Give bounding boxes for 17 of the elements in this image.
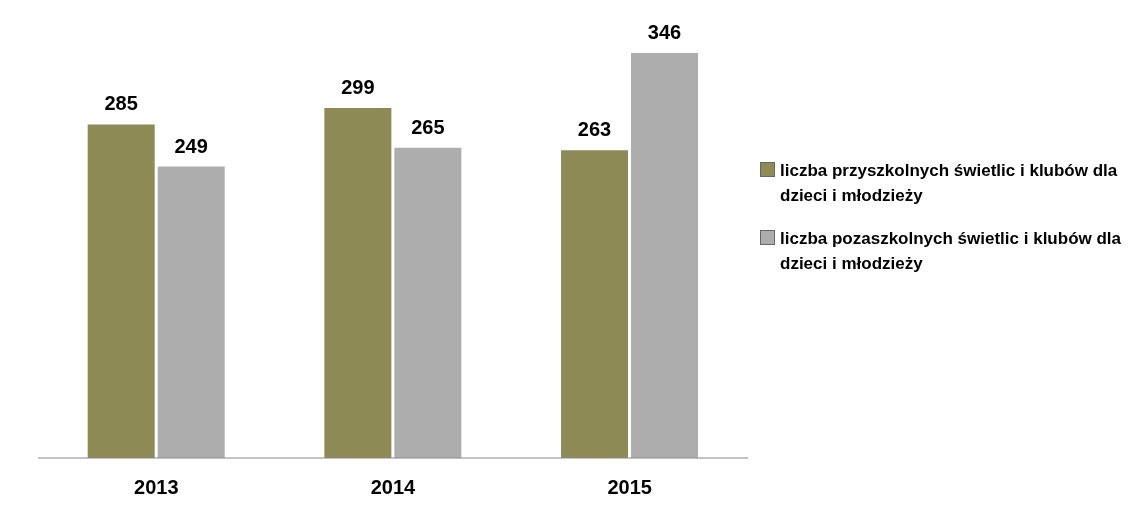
- bar: [324, 108, 392, 458]
- legend-label: liczba przyszkolnych świetlic i klubów dla dzieci i młodzieży: [780, 160, 1119, 207]
- data-label: 299: [341, 76, 375, 99]
- legend-label: liczba pozaszkolnych świetlic i klubów dla dzieci i młodzieży: [780, 228, 1123, 275]
- bar: [631, 53, 699, 458]
- data-label: 285: [104, 92, 138, 115]
- x-tick-label: 2014: [370, 476, 417, 499]
- data-label: 346: [647, 21, 682, 43]
- data-label: 265: [411, 115, 445, 138]
- bar: [87, 124, 155, 458]
- bar: [394, 147, 462, 458]
- data-label: 249: [174, 134, 208, 157]
- data-label: 263: [577, 118, 612, 141]
- bar: [157, 166, 225, 458]
- x-tick-label: 2013: [134, 476, 179, 499]
- bar: [561, 150, 629, 458]
- x-tick-label: 2015: [607, 476, 652, 499]
